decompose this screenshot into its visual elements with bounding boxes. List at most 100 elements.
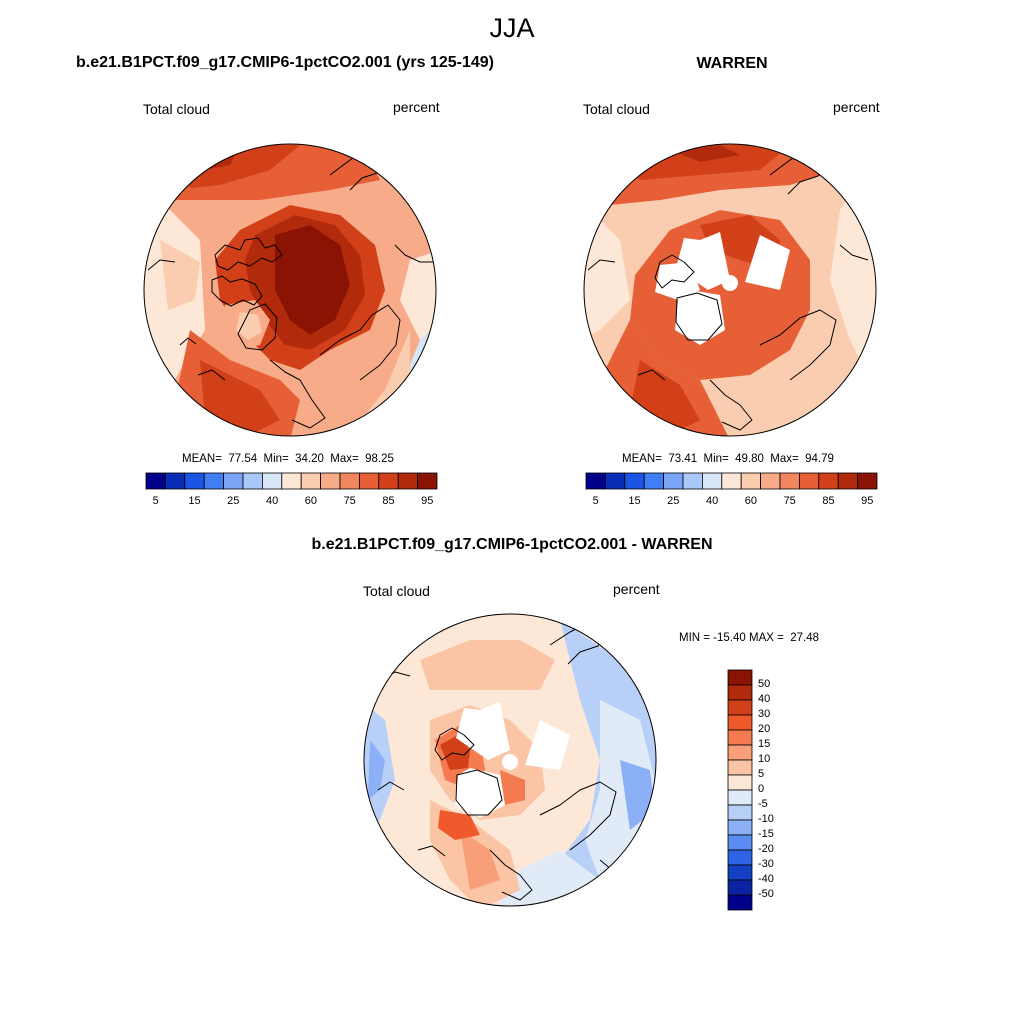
panel3-colorbar-tick-label: 40 xyxy=(758,693,771,705)
panel2-colorbar-tick-label: 40 xyxy=(705,495,719,507)
panel2-colorbar-box xyxy=(605,472,626,490)
panel3-colorbar-box xyxy=(727,699,753,716)
panel2-title: WARREN xyxy=(696,55,768,72)
panel2-units-label: percent xyxy=(833,99,880,115)
panel2-map-border xyxy=(583,143,877,437)
panel3-colorbar-box xyxy=(727,804,753,821)
panel3-colorbar-tick-label: -5 xyxy=(758,798,768,810)
panel1-colorbar-box xyxy=(223,472,244,490)
panel1-colorbar-tick-label: 60 xyxy=(304,495,318,507)
panel3-colorbar-box xyxy=(727,684,753,701)
panel1-colorbar-tick-label: 85 xyxy=(382,495,395,507)
panel3-colorbar-box xyxy=(727,744,753,761)
panel2-colorbar-box xyxy=(818,472,839,490)
panel3-colorbar-tick-label: 10 xyxy=(758,753,771,765)
panel3-colorbar-tick-label: 50 xyxy=(758,678,771,690)
panel1-units-label: percent xyxy=(393,99,440,115)
panel1-colorbar-box xyxy=(281,472,302,490)
panel1-colorbar-box xyxy=(339,472,360,490)
panel3-colorbar-tick-label: -20 xyxy=(758,843,774,855)
panel3-colorbar-tick-label: -50 xyxy=(758,888,774,900)
panel1-map-border xyxy=(143,143,437,437)
panel1-colorbar-box xyxy=(164,472,186,490)
panel2-colorbar xyxy=(585,472,878,490)
panel2-colorbar-tick-label: 15 xyxy=(628,495,641,507)
panel1-colorbar-box xyxy=(300,472,322,490)
panel3-colorbar-tick-label: -40 xyxy=(758,873,774,885)
panel1-colorbar-box xyxy=(358,472,380,490)
panel3-colorbar-box xyxy=(727,879,753,896)
panel1-colorbar-box xyxy=(378,472,399,490)
panel3-colorbar-box xyxy=(727,864,753,881)
panel1-colorbar-box xyxy=(397,472,419,490)
panel2-colorbar-box xyxy=(721,472,742,490)
panel2-colorbar-tick-label: 5 xyxy=(592,495,599,507)
panel1-map xyxy=(144,144,436,436)
panel2-colorbar-tick-label: 95 xyxy=(861,495,874,507)
panel1-colorbar-box xyxy=(203,472,224,490)
panel3-colorbar-box xyxy=(727,774,753,791)
panel3-colorbar xyxy=(727,669,753,911)
panel3-title: b.e21.B1PCT.f09_g17.CMIP6-1pctCO2.001 - … xyxy=(311,536,713,553)
panel3-colorbar-tick-label: 20 xyxy=(758,723,771,735)
panel3-colorbar-tick-label: 30 xyxy=(758,708,771,720)
panel2-colorbar-tick-label: 75 xyxy=(783,495,796,507)
panel3-colorbar-box xyxy=(727,669,753,686)
panel1-colorbar xyxy=(145,472,438,490)
panel1-colorbar-tick-label: 25 xyxy=(227,495,240,507)
panel1-colorbar-box xyxy=(184,472,205,490)
panel2-stats: MEAN= 73.41 Min= 49.80 Max= 94.79 xyxy=(622,453,834,465)
panel1-colorbar-tick-label: 15 xyxy=(188,495,201,507)
panel1-title: b.e21.B1PCT.f09_g17.CMIP6-1pctCO2.001 (y… xyxy=(76,54,494,71)
panel2-colorbar-box xyxy=(857,472,878,490)
panel2-colorbar-box xyxy=(624,472,645,490)
panel3-stats: MIN = -15.40 MAX = 27.48 xyxy=(679,632,819,644)
panel1-stats: MEAN= 77.54 Min= 34.20 Max= 98.25 xyxy=(182,453,394,465)
panel1-colorbar-tick-label: 75 xyxy=(343,495,356,507)
panel3-units-label: percent xyxy=(613,581,660,597)
panel1-colorbar-tick-label: 40 xyxy=(265,495,279,507)
panel1-colorbar-box xyxy=(145,472,166,490)
panel2-map xyxy=(584,144,876,436)
panel2-variable-label: Total cloud xyxy=(583,101,650,117)
panel2-colorbar-tick-label: 25 xyxy=(667,495,680,507)
panel2-colorbar-box xyxy=(799,472,820,490)
panel1-colorbar-tick-label: 5 xyxy=(152,495,159,507)
panel2-colorbar-box xyxy=(740,472,762,490)
panel3-colorbar-tick-label: 5 xyxy=(758,768,765,780)
panel3-colorbar-tick-label: -15 xyxy=(758,828,774,840)
panel3-map xyxy=(364,614,656,906)
panel3-colorbar-box xyxy=(727,894,753,911)
panel3-colorbar-box xyxy=(727,849,753,866)
panel3-missing-data-mask xyxy=(455,702,570,818)
panel3-colorbar-tick-label: -30 xyxy=(758,858,774,870)
panel2-colorbar-box xyxy=(702,472,723,490)
panel3-variable-label: Total cloud xyxy=(363,583,430,599)
panel1-colorbar-box xyxy=(417,472,438,490)
panel2-missing-data-mask xyxy=(655,232,790,345)
panel1-colorbar-box xyxy=(242,472,263,490)
panel1-colorbar-tick-label: 95 xyxy=(421,495,434,507)
panel1-colorbar-box xyxy=(261,472,283,490)
panel3-colorbar-box xyxy=(727,759,753,776)
figure-title: JJA xyxy=(489,13,535,43)
panel2-colorbar-box xyxy=(779,472,800,490)
panel3-map-border xyxy=(363,613,657,907)
panel3-colorbar-tick-label: 15 xyxy=(758,738,771,750)
panel3-colorbar-box xyxy=(727,819,753,836)
panel3-colorbar-tick-label: 0 xyxy=(758,783,765,795)
panel3-colorbar-tick-label: -10 xyxy=(758,813,774,825)
panel1-colorbar-box xyxy=(320,472,341,490)
panel3-colorbar-box xyxy=(727,729,753,746)
panel2-colorbar-box xyxy=(682,472,703,490)
panel2-colorbar-box xyxy=(643,472,665,490)
panel3-colorbar-box xyxy=(727,834,753,851)
panel2-colorbar-box xyxy=(760,472,781,490)
panel3-colorbar-box xyxy=(727,714,753,731)
panel2-colorbar-box xyxy=(585,472,606,490)
panel2-colorbar-box xyxy=(663,472,684,490)
panel1-variable-label: Total cloud xyxy=(143,101,210,117)
panel3-colorbar-box xyxy=(727,789,753,806)
panel2-colorbar-tick-label: 60 xyxy=(744,495,758,507)
